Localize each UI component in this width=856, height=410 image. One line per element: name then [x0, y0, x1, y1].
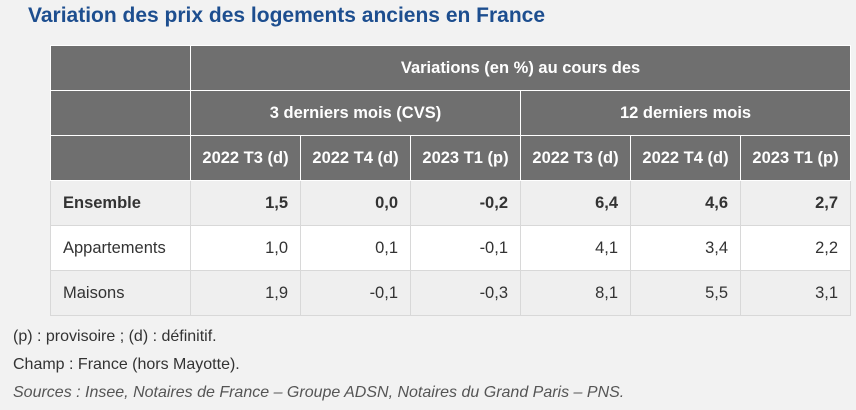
table-notes: (p) : provisoire ; (d) : définitif. Cham…	[13, 326, 624, 410]
table-cell: 6,4	[520, 180, 631, 226]
header-corner	[50, 45, 191, 91]
table-cell: 1,5	[190, 180, 301, 226]
row-label: Appartements	[50, 225, 191, 271]
table-cell: -0,2	[410, 180, 521, 226]
table-cell: 1,0	[190, 225, 301, 271]
table-cell: 8,1	[520, 270, 631, 316]
table-row-ensemble: Ensemble 1,5 0,0 -0,2 6,4 4,6 2,7	[50, 180, 852, 226]
header-corner	[50, 135, 191, 181]
legend-note: (p) : provisoire ; (d) : définitif.	[13, 328, 217, 345]
sources-note: Sources : Insee, Notaires de France – Gr…	[13, 384, 625, 401]
table-cell: 4,6	[630, 180, 741, 226]
column-header: 2022 T4 (d)	[630, 135, 741, 181]
table-cell: 3,1	[739, 270, 852, 316]
table-cell: 2,7	[739, 180, 852, 226]
table-cell: 2,2	[739, 225, 852, 271]
table-row-maisons: Maisons 1,9 -0,1 -0,3 8,1 5,5 3,1	[50, 270, 852, 316]
scope-note: Champ : France (hors Mayotte).	[13, 356, 240, 373]
header-top: Variations (en %) au cours des	[189, 45, 852, 91]
header-group-3-months: 3 derniers mois (CVS)	[190, 90, 521, 136]
column-header: 2022 T4 (d)	[300, 135, 411, 181]
column-header: 2023 T1 (p)	[410, 135, 521, 181]
table-cell: 3,4	[630, 225, 741, 271]
table-cell: -0,1	[300, 270, 411, 316]
price-variation-table: Variations (en %) au cours des 3 dernier…	[50, 45, 852, 316]
table-cell: -0,1	[410, 225, 521, 271]
table-cell: -0,3	[410, 270, 521, 316]
table-cell: 5,5	[630, 270, 741, 316]
column-header: 2022 T3 (d)	[520, 135, 631, 181]
table-cell: 4,1	[520, 225, 631, 271]
header-group-12-months: 12 derniers mois	[519, 90, 852, 136]
header-corner	[50, 90, 191, 136]
table-cell: 0,1	[300, 225, 411, 271]
column-header: 2023 T1 (p)	[739, 135, 852, 181]
column-header: 2022 T3 (d)	[190, 135, 301, 181]
row-label: Ensemble	[50, 180, 191, 226]
page-title: Variation des prix des logements anciens…	[28, 4, 546, 27]
table-cell: 0,0	[300, 180, 411, 226]
table-row-appartements: Appartements 1,0 0,1 -0,1 4,1 3,4 2,2	[50, 225, 852, 271]
row-label: Maisons	[50, 270, 191, 316]
table-cell: 1,9	[190, 270, 301, 316]
